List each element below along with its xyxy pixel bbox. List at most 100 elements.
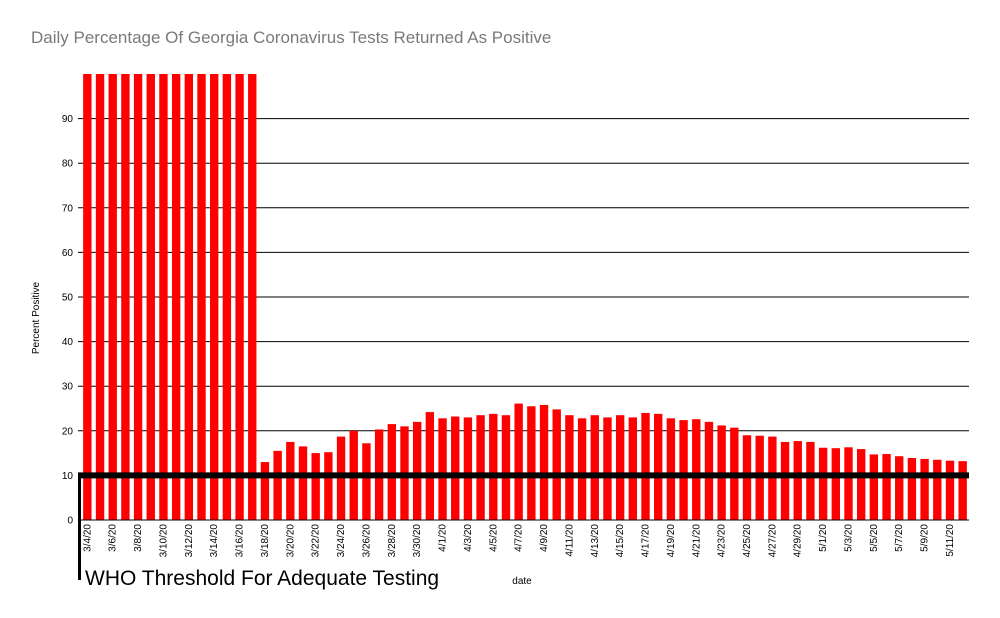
bar-3/15/20 — [222, 74, 232, 520]
bar-4/6/20 — [501, 415, 511, 520]
x-tick-label: 3/28/20 — [387, 524, 398, 558]
bar-4/8/20 — [527, 406, 536, 520]
bar-4/10/20 — [552, 409, 561, 520]
bar-4/3/20 — [463, 417, 473, 520]
bar-3/13/20 — [197, 74, 206, 520]
bar-3/7/20 — [121, 74, 130, 520]
bar-5/10/20 — [933, 459, 942, 520]
threshold-label: WHO Threshold For Adequate Testing — [85, 567, 439, 590]
x-tick-labels: 3/4/20 3/6/20 3/8/20 3/10/20 3/12/20 3/14/20 3… — [82, 524, 956, 558]
bar-3/6/20 — [108, 74, 117, 520]
bar-4/18/20 — [654, 413, 663, 520]
bar-5/5/20 — [869, 454, 879, 520]
x-tick-label: 3/24/20 — [336, 524, 347, 558]
bar-3/26/20 — [362, 443, 371, 520]
bar-3/9/20 — [146, 74, 155, 520]
bar-3/23/20 — [324, 452, 333, 520]
x-tick-label: 5/9/20 — [920, 524, 931, 552]
x-tick-label: 3/16/20 — [235, 524, 246, 558]
bar-4/7/20 — [514, 403, 523, 520]
bar-3/12/20 — [184, 74, 194, 520]
bar-5/6/20 — [882, 453, 891, 520]
x-tick-label: 3/12/20 — [184, 524, 195, 558]
bar-4/21/20 — [692, 419, 701, 520]
x-tick-label: 5/5/20 — [869, 524, 880, 552]
y-tick-label: 90 — [62, 114, 74, 125]
bar-3/30/20 — [412, 421, 422, 520]
bar-3/17/20 — [248, 74, 257, 520]
y-tick-label: 10 — [62, 471, 74, 482]
bar-5/12/20 — [958, 461, 967, 520]
x-tick-label: 3/26/20 — [361, 524, 372, 558]
x-tick-label: 4/21/20 — [691, 524, 702, 558]
bar-3/22/20 — [311, 453, 320, 520]
x-tick-label: 4/27/20 — [767, 524, 778, 558]
x-tick-label: 4/11/20 — [564, 524, 575, 557]
x-tick-label: 3/6/20 — [108, 524, 119, 552]
x-tick-label: 5/3/20 — [843, 524, 854, 552]
bar-3/10/20 — [159, 74, 168, 520]
bar-5/11/20 — [945, 460, 955, 520]
bar-4/19/20 — [666, 418, 676, 520]
x-axis-label: date — [512, 576, 532, 587]
bar-3/8/20 — [133, 74, 143, 520]
x-tick-label: 3/30/20 — [412, 524, 423, 558]
bar-3/16/20 — [235, 74, 244, 520]
x-tick-label: 4/19/20 — [666, 524, 677, 558]
y-tick-label: 40 — [62, 337, 74, 348]
bar-3/18/20 — [260, 462, 270, 520]
bar-3/21/20 — [298, 446, 308, 520]
x-tick-label: 4/1/20 — [438, 524, 449, 552]
bar-4/13/20 — [590, 415, 599, 520]
bar-3/4/20 — [83, 74, 92, 520]
y-tick-label: 50 — [62, 293, 74, 304]
y-tick-label: 80 — [62, 159, 74, 170]
y-tick-label: 0 — [67, 516, 73, 527]
bar-4/12/20 — [577, 418, 587, 520]
chart-title: Daily Percentage Of Georgia Coronavirus … — [31, 28, 552, 47]
y-axis-label: Percent Positive — [31, 281, 42, 354]
bar-4/16/20 — [628, 417, 638, 520]
x-tick-label: 3/18/20 — [260, 524, 271, 558]
bar-3/5/20 — [95, 74, 105, 520]
x-tick-label: 4/17/20 — [641, 524, 652, 558]
x-tick-label: 3/22/20 — [311, 524, 322, 558]
bar-4/4/20 — [476, 415, 485, 520]
y-tick-labels: 0 10 20 30 40 50 60 70 80 90 — [62, 114, 74, 526]
bar-5/2/20 — [831, 448, 840, 520]
x-tick-label: 4/25/20 — [742, 524, 753, 558]
y-tick-label: 70 — [62, 203, 74, 214]
bar-5/1/20 — [818, 447, 828, 520]
bar-4/5/20 — [489, 413, 498, 520]
bar-4/20/20 — [679, 420, 688, 520]
x-tick-label: 3/20/20 — [285, 524, 296, 558]
x-tick-label: 3/8/20 — [133, 524, 144, 552]
bar-3/11/20 — [171, 74, 181, 520]
bar-4/17/20 — [641, 412, 650, 520]
bar-3/20/20 — [286, 441, 295, 520]
y-tick-label: 60 — [62, 248, 74, 259]
x-tick-label: 4/3/20 — [463, 524, 474, 552]
x-tick-label: 3/4/20 — [82, 524, 93, 552]
bar-5/7/20 — [895, 456, 904, 520]
x-tick-label: 3/10/20 — [158, 524, 169, 558]
bar-4/9/20 — [539, 404, 549, 520]
bar-3/28/20 — [387, 424, 396, 520]
bar-5/4/20 — [856, 449, 866, 520]
bar-4/15/20 — [615, 415, 625, 520]
bar-3/14/20 — [210, 74, 219, 520]
bar-4/2/20 — [451, 416, 460, 520]
x-tick-label: 5/1/20 — [818, 524, 829, 552]
x-tick-label: 4/7/20 — [514, 524, 525, 552]
x-tick-label: 3/14/20 — [209, 524, 220, 558]
y-tick-label: 30 — [62, 382, 74, 393]
bar-4/29/20 — [793, 441, 802, 520]
x-tick-label: 4/9/20 — [539, 524, 550, 552]
bar-4/1/20 — [438, 418, 447, 520]
y-tick-label: 20 — [62, 426, 74, 437]
bar-3/31/20 — [425, 412, 435, 520]
bar-4/22/20 — [704, 421, 714, 520]
bar-4/28/20 — [780, 441, 790, 520]
bar-5/3/20 — [844, 447, 853, 520]
